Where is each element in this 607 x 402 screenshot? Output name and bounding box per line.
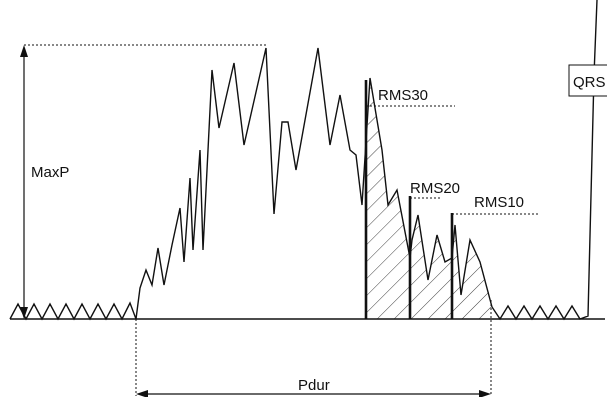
maxp-arrow-up-icon — [20, 45, 28, 57]
pdur-arrow-left-icon — [136, 390, 148, 398]
pdur-label: Pdur — [298, 377, 330, 394]
rms10-label: RMS10 — [474, 194, 524, 211]
maxp-label: MaxP — [31, 164, 69, 181]
qrs-label: QRS — [573, 74, 606, 91]
terminal-area-hatch — [366, 78, 491, 319]
pdur-arrow-right-icon — [479, 390, 491, 398]
rms30-label: RMS30 — [378, 87, 428, 104]
maxp-arrow-down-icon — [20, 307, 28, 319]
waveform-trace — [9, 0, 598, 321]
qrs-box — [568, 64, 607, 97]
rms20-label: RMS20 — [410, 180, 460, 197]
